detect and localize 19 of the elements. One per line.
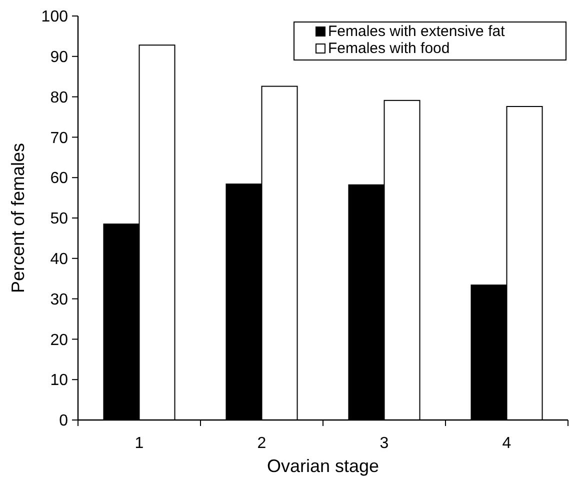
x-axis-title: Ovarian stage: [266, 456, 380, 476]
x-tick-label: 4: [502, 435, 512, 452]
x-tick-label: 2: [257, 435, 266, 452]
x-tick-label: 1: [134, 435, 144, 452]
y-axis-title: Percent of females: [8, 142, 28, 294]
y-tick-label: 70: [50, 130, 68, 147]
y-tick-label: 40: [50, 251, 68, 268]
legend-label: Females with food: [328, 40, 450, 57]
y-tick-label: 30: [50, 291, 68, 308]
y-tick-label: 20: [50, 332, 68, 349]
y-tick-label: 50: [50, 210, 68, 228]
y-tick-label: 10: [50, 372, 68, 390]
x-tick-label: 3: [380, 435, 389, 452]
legend-label: Females with extensive fat: [328, 23, 506, 40]
y-tick-label: 60: [50, 170, 68, 188]
y-tick-label: 90: [50, 49, 68, 66]
y-tick-label: 100: [41, 8, 68, 26]
y-tick-label: 0: [59, 412, 68, 430]
y-tick-label: 80: [50, 89, 68, 106]
